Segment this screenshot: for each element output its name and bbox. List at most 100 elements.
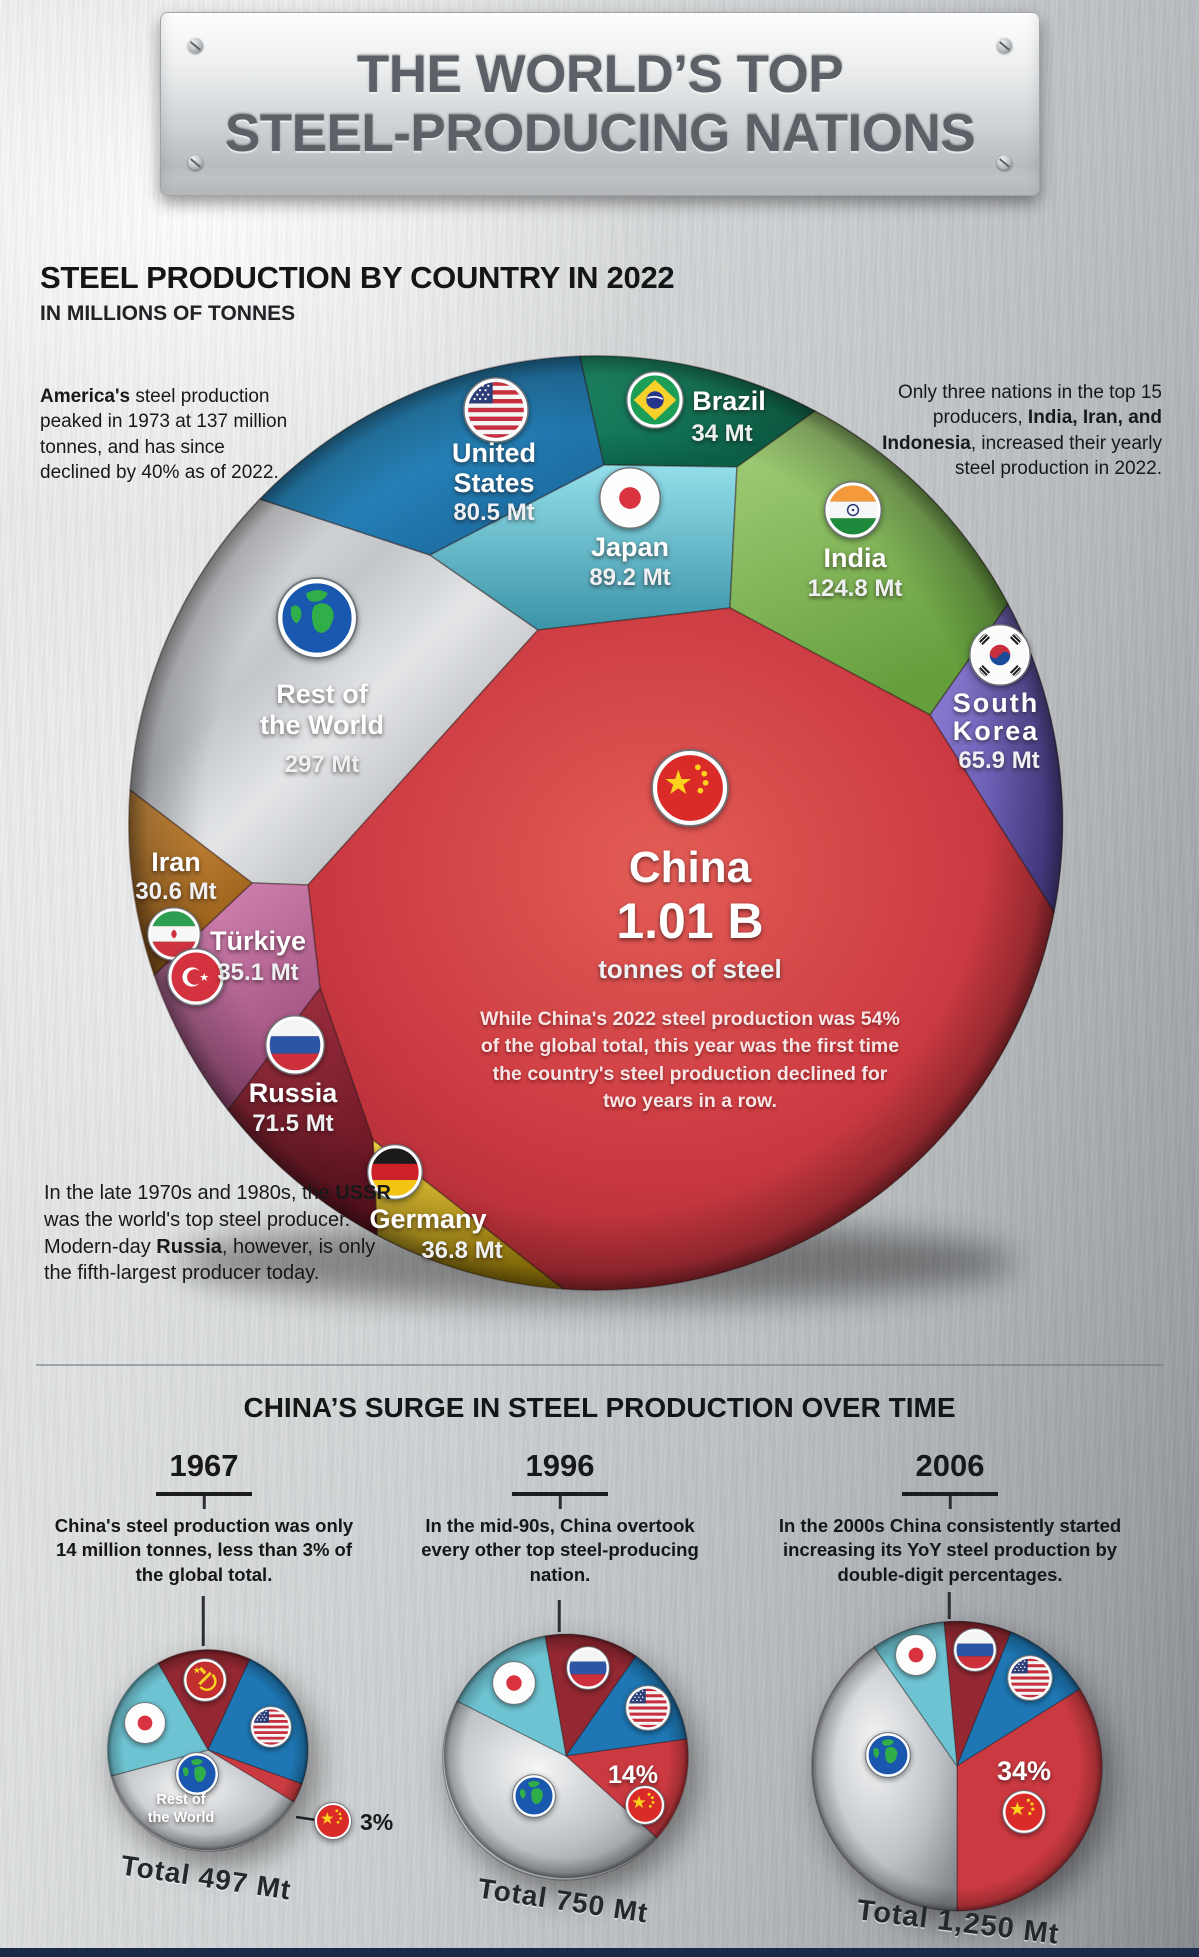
value-germany: 36.8 Mt (421, 1237, 502, 1264)
pie-rim-1967 (108, 1650, 308, 1850)
label-china: China (629, 843, 752, 892)
mini-chart-1996: 14% (442, 1633, 689, 1881)
south-korea-flag-icon (970, 625, 1030, 685)
label-japan: Japan (591, 532, 669, 562)
note-ussr-p1: In the late 1970s and 1980s, the (44, 1182, 336, 1204)
china-pct-1967: 3% (360, 1809, 393, 1835)
milestone-year-2006: 2006 (915, 1448, 985, 1483)
japan-flag-icon (895, 1634, 937, 1676)
china-callout-1967: 3% (295, 1803, 393, 1840)
section-subheading-units: IN MILLIONS OF TONNES (40, 302, 296, 325)
page-title-line2: STEEL-PRODUCING NATIONS (224, 104, 976, 163)
label-russia: Russia (249, 1078, 339, 1108)
us-flag-icon (251, 1707, 292, 1748)
mini-chart-1967: Rest of the World (106, 1649, 309, 1852)
turkiye-flag-icon (168, 949, 224, 1005)
value-us: 80.5 Mt (453, 499, 534, 526)
milestone-year-1967: 1967 (169, 1448, 239, 1483)
globe-icon (513, 1775, 556, 1818)
year-tick (948, 1496, 952, 1509)
section-divider (36, 1364, 1163, 1366)
china-flag-icon (315, 1803, 352, 1840)
china-note: While China's 2022 steel production was … (480, 1008, 900, 1112)
russia-flag-icon (954, 1629, 997, 1672)
pie-rim-1996 (444, 1634, 688, 1878)
value-korea: 65.9 Mt (958, 747, 1039, 774)
connector-line (201, 1596, 205, 1646)
section-heading-2022: STEEL PRODUCTION BY COUNTRY IN 2022 (40, 260, 675, 295)
russia-flag-icon (266, 1016, 324, 1074)
year-tick (558, 1496, 562, 1509)
india-flag-icon (825, 482, 881, 538)
russia-flag-icon (567, 1647, 610, 1690)
mini-chart-2006: 34% (811, 1620, 1103, 1912)
note-top15: Only three nations in the top 15 produce… (850, 380, 1162, 482)
brazil-flag-icon (627, 372, 683, 428)
value-brazil: 34 Mt (691, 420, 752, 447)
main-chart-2022: United States 80.5 Mt Brazil 34 Mt Japan… (127, 354, 1064, 1304)
china-flag-icon (1003, 1791, 1046, 1834)
note-ussr-b2: Russia (156, 1235, 222, 1258)
label-germany: Germany (369, 1204, 486, 1234)
note-top15-bold: India, Iran, and Indonesia (882, 407, 1162, 454)
japan-flag-icon (124, 1702, 166, 1744)
value-russia: 71.5 Mt (252, 1110, 333, 1137)
globe-icon (176, 1753, 219, 1796)
screw-icon (997, 155, 1012, 170)
footer-bar (0, 1948, 1199, 1957)
screw-icon (188, 38, 203, 53)
note-america: America's steel production peaked in 197… (40, 384, 292, 486)
heading-timeline-bold: CHINA’S (243, 1392, 358, 1423)
label-korea-line2: Korea (953, 716, 1040, 746)
section-heading-timeline: CHINA’S SURGE IN STEEL PRODUCTION OVER T… (0, 1392, 1199, 1424)
note-top15-pre: Only three nations in the top 15 produce… (897, 382, 1162, 429)
screw-icon (997, 38, 1012, 53)
mini-row-label-line1: Rest of (156, 1792, 205, 1808)
year-underline (902, 1492, 998, 1496)
label-us-line2: States (453, 468, 534, 498)
unit-china: tonnes of steel (598, 954, 781, 984)
note-ussr: In the late 1970s and 1980s, the USSR wa… (44, 1180, 396, 1287)
label-iran: Iran (151, 847, 201, 877)
note-ussr-p2: was the world's top steel producer. Mode… (44, 1208, 351, 1258)
china-flag-icon (652, 750, 728, 826)
connector-line (947, 1592, 951, 1619)
label-row-line2: the World (260, 710, 384, 740)
milestone-note-1996: In the mid-90s, China overtook every oth… (421, 1515, 699, 1585)
pie-rim-2006 (812, 1621, 1102, 1911)
note-america-text: steel production peaked in 1973 at 137 m… (40, 386, 288, 484)
label-brazil: Brazil (692, 386, 766, 416)
label-india: India (823, 543, 887, 573)
milestone-note-2006: In the 2000s China consistently started … (778, 1515, 1122, 1585)
value-turkiye: 35.1 Mt (217, 959, 298, 986)
screw-icon (188, 155, 203, 170)
year-underline (512, 1492, 608, 1496)
value-iran: 30.6 Mt (135, 878, 216, 905)
ussr-flag-icon (184, 1659, 227, 1702)
milestone-year-1996: 1996 (525, 1448, 595, 1483)
circle-rim-shading (129, 356, 1063, 1290)
label-us-line1: United (452, 438, 536, 468)
connector-line (557, 1600, 561, 1632)
note-ussr-p3: , however, is only the fifth-largest pro… (44, 1235, 376, 1285)
china-flag-icon (626, 1786, 665, 1825)
china-pct-1996: 14% (608, 1761, 658, 1789)
callout-line (295, 1815, 317, 1822)
value-japan: 89.2 Mt (589, 564, 670, 591)
japan-flag-icon (492, 1661, 536, 1705)
us-flag-icon (1008, 1656, 1053, 1701)
title-plate: THE WORLD’S TOP STEEL-PRODUCING NATIONS (160, 12, 1040, 196)
note-ussr-b1: USSR (335, 1182, 391, 1204)
label-turkiye: Türkiye (210, 926, 306, 956)
value-row: 297 Mt (285, 751, 360, 778)
china-pct-2006: 34% (997, 1756, 1051, 1786)
year-tick (202, 1496, 206, 1509)
us-flag-icon (464, 378, 528, 442)
value-china: 1.01 B (616, 893, 763, 949)
mini-row-label-line2: the World (148, 1810, 215, 1826)
us-flag-icon (626, 1686, 671, 1731)
page-title-line1: THE WORLD’S TOP (356, 44, 844, 104)
year-underline (156, 1492, 252, 1496)
